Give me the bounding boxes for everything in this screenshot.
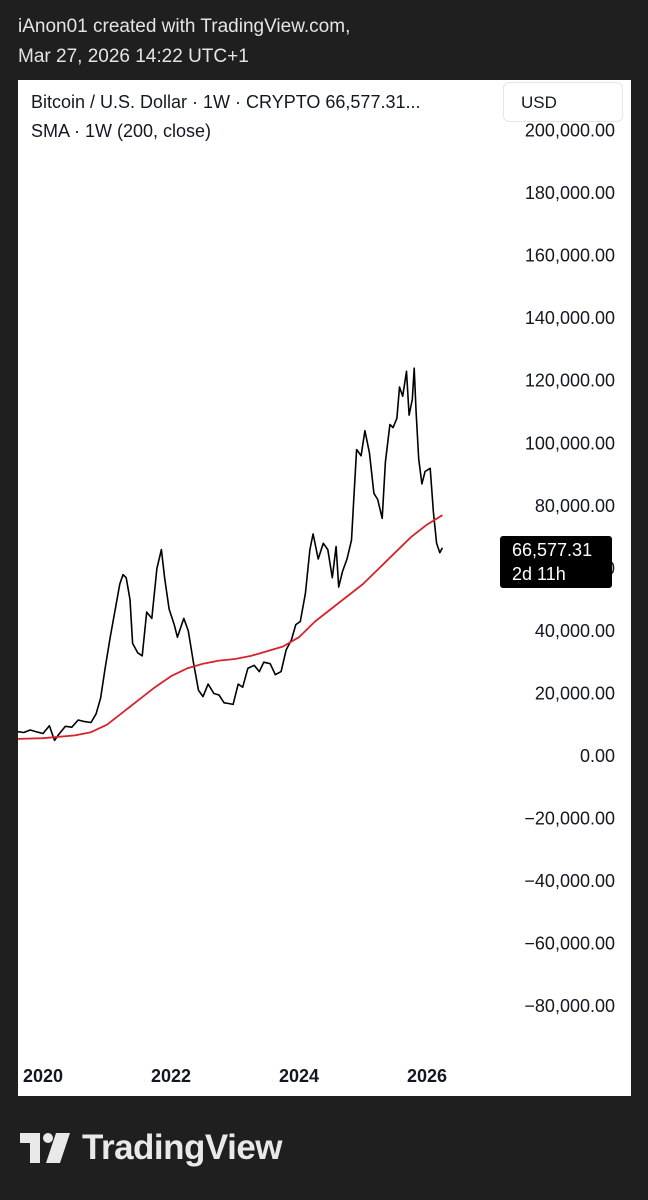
y-tick-label: 160,000.00 (525, 246, 615, 266)
x-tick-label: 2026 (407, 1066, 447, 1086)
sma-legend[interactable]: SMA · 1W (200, close) (31, 121, 212, 141)
y-tick-label: −20,000.00 (524, 809, 615, 829)
sma-line (18, 514, 443, 740)
attribution-date: Mar 27, 2026 14:22 UTC+1 (18, 46, 249, 67)
currency-button[interactable]: USD (503, 82, 623, 122)
x-tick-label: 2024 (279, 1066, 319, 1086)
y-tick-label: 20,000.00 (535, 683, 615, 703)
tradingview-logo[interactable]: TradingView (20, 1128, 283, 1168)
chart-legend: Bitcoin / U.S. Dollar · 1W · CRYPTO 66,5… (31, 88, 421, 146)
x-tick-label: 2020 (23, 1066, 63, 1086)
y-tick-label: 0.00 (580, 746, 615, 766)
bar-countdown: 2d 11h (512, 564, 566, 584)
price-chart[interactable]: 200,000.00 180,000.00 160,000.00 140,000.00… (18, 80, 631, 1096)
attribution: iAnon01 created with TradingView.com, Ma… (18, 12, 350, 72)
y-tick-label: 200,000.00 (525, 121, 615, 141)
y-tick-label: −40,000.00 (524, 871, 615, 891)
y-tick-label: 120,000.00 (525, 371, 615, 391)
x-tick-label: 2022 (151, 1066, 191, 1086)
y-tick-label: 180,000.00 (525, 183, 615, 203)
tradingview-icon (20, 1133, 70, 1163)
y-tick-label: 140,000.00 (525, 308, 615, 328)
y-tick-label: 40,000.00 (535, 621, 615, 641)
y-tick-label: −80,000.00 (524, 996, 615, 1016)
last-price-label: 66,577.31 2d 11h (500, 536, 612, 588)
y-tick-label: 100,000.00 (525, 433, 615, 453)
tradingview-wordmark: TradingView (82, 1128, 283, 1167)
attribution-author: iAnon01 created with TradingView.com, (18, 16, 351, 37)
symbol-legend[interactable]: Bitcoin / U.S. Dollar · 1W · CRYPTO 66,5… (31, 92, 421, 112)
price-line (18, 367, 444, 742)
y-tick-label: 80,000.00 (535, 496, 615, 516)
chart-panel[interactable]: 200,000.00 180,000.00 160,000.00 140,000.00… (18, 80, 631, 1096)
y-tick-label: −60,000.00 (524, 934, 615, 954)
last-price-value: 66,577.31 (512, 540, 593, 560)
